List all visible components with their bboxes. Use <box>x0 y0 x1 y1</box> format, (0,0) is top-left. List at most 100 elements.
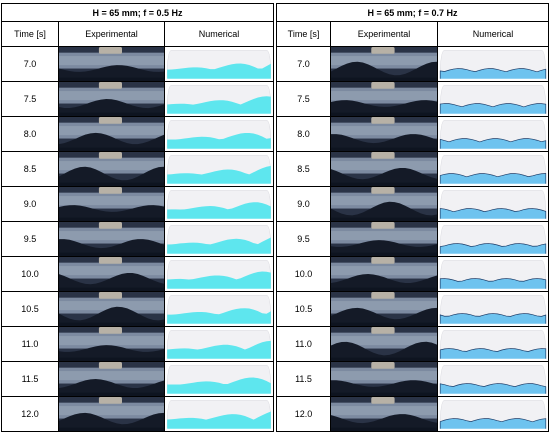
time-cell: 7.0 <box>1 46 59 82</box>
experimental-photo <box>331 47 437 81</box>
time-cell: 9.5 <box>1 221 59 257</box>
numerical-cell <box>436 46 550 82</box>
time-cell: 11.0 <box>276 326 331 362</box>
numerical-simulation <box>438 222 549 256</box>
table-row: 8.5 <box>1 151 275 187</box>
table-row: 9.0 <box>1 186 275 222</box>
numerical-simulation <box>438 82 549 116</box>
numerical-cell <box>163 396 275 432</box>
numerical-cell <box>436 326 550 362</box>
time-cell: 10.0 <box>276 256 331 292</box>
time-cell: 11.5 <box>276 361 331 397</box>
experimental-photo <box>59 257 164 291</box>
experimental-photo <box>331 292 437 326</box>
experimental-column-header: Experimental <box>58 21 165 47</box>
numerical-simulation <box>438 152 549 186</box>
experimental-cell <box>58 186 165 222</box>
time-cell: 9.5 <box>276 221 331 257</box>
numerical-cell <box>163 326 275 362</box>
experimental-cell <box>330 46 438 82</box>
time-cell: 7.5 <box>1 81 59 117</box>
numerical-cell <box>436 151 550 187</box>
experimental-cell <box>330 116 438 152</box>
time-cell: 12.0 <box>1 396 59 432</box>
experimental-cell <box>58 46 165 82</box>
time-cell: 7.5 <box>276 81 331 117</box>
numerical-simulation <box>438 327 549 361</box>
numerical-cell <box>163 116 275 152</box>
experimental-cell <box>330 361 438 397</box>
experimental-photo <box>59 362 164 396</box>
table-row: 7.5 <box>276 81 550 117</box>
numerical-cell <box>163 151 275 187</box>
time-cell: 8.5 <box>1 151 59 187</box>
numerical-cell <box>436 396 550 432</box>
time-cell: 9.0 <box>1 186 59 222</box>
experimental-column-header: Experimental <box>330 21 438 47</box>
table-row: 9.5 <box>1 221 275 257</box>
experimental-photo <box>59 47 164 81</box>
table-row: 9.5 <box>276 221 550 257</box>
numerical-cell <box>436 291 550 327</box>
time-cell: 9.0 <box>276 186 331 222</box>
table-row: 10.0 <box>1 256 275 292</box>
numerical-cell <box>436 186 550 222</box>
experimental-cell <box>58 256 165 292</box>
time-cell: 10.5 <box>276 291 331 327</box>
time-cell: 8.0 <box>276 116 331 152</box>
numerical-cell <box>163 81 275 117</box>
condition-header: H = 65 mm; f = 0.5 Hz <box>0 3 275 22</box>
numerical-cell <box>163 221 275 257</box>
experimental-photo <box>59 327 164 361</box>
table-row: 8.0 <box>1 116 275 152</box>
experimental-cell <box>58 326 165 362</box>
numerical-cell <box>436 81 550 117</box>
time-cell: 11.0 <box>1 326 59 362</box>
experimental-photo <box>59 187 164 221</box>
time-column-header: Time [s] <box>276 21 331 47</box>
experimental-photo <box>331 82 437 116</box>
experimental-cell <box>58 291 165 327</box>
numerical-simulation <box>438 257 549 291</box>
table-row: 12.0 <box>276 396 550 432</box>
numerical-simulation <box>438 47 549 81</box>
table-row: 7.0 <box>276 46 550 82</box>
experimental-cell <box>330 151 438 187</box>
table-row: 7.0 <box>1 46 275 82</box>
time-cell: 10.5 <box>1 291 59 327</box>
experimental-photo <box>331 117 437 151</box>
numerical-simulation <box>165 222 274 256</box>
experimental-photo <box>59 222 164 256</box>
numerical-simulation <box>165 47 274 81</box>
experimental-photo <box>59 152 164 186</box>
numerical-simulation <box>438 292 549 326</box>
numerical-simulation <box>165 397 274 431</box>
experimental-photo <box>331 362 437 396</box>
numerical-simulation <box>165 82 274 116</box>
experimental-cell <box>330 221 438 257</box>
numerical-cell <box>436 221 550 257</box>
experimental-cell <box>330 81 438 117</box>
table-row: 10.5 <box>276 291 550 327</box>
experimental-photo <box>59 397 164 431</box>
numerical-simulation <box>165 292 274 326</box>
numerical-cell <box>436 256 550 292</box>
experimental-photo <box>331 257 437 291</box>
numerical-simulation <box>165 152 274 186</box>
experimental-cell <box>58 396 165 432</box>
experimental-photo <box>331 152 437 186</box>
time-cell: 8.0 <box>1 116 59 152</box>
table-row: 11.0 <box>276 326 550 362</box>
experimental-photo <box>59 117 164 151</box>
table-row: 10.0 <box>276 256 550 292</box>
numerical-simulation <box>165 257 274 291</box>
experimental-cell <box>330 291 438 327</box>
experimental-cell <box>330 326 438 362</box>
numerical-cell <box>436 361 550 397</box>
table-row: 11.0 <box>1 326 275 362</box>
numerical-cell <box>163 361 275 397</box>
numerical-simulation <box>438 362 549 396</box>
time-cell: 11.5 <box>1 361 59 397</box>
table-row: 8.0 <box>276 116 550 152</box>
experimental-cell <box>330 256 438 292</box>
